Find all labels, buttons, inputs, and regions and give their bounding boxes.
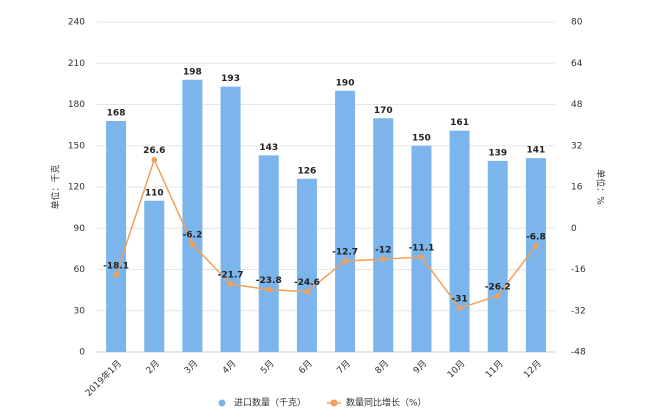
bar-value-label: 161 <box>450 118 469 128</box>
y2-tick-label: 64 <box>571 59 583 69</box>
bar-value-label: 141 <box>527 146 546 156</box>
y2-tick-label: -16 <box>571 265 586 275</box>
legend-marker[interactable] <box>218 399 226 407</box>
line-value-label: -24.6 <box>294 278 320 288</box>
line-point <box>189 241 196 248</box>
y-tick-label: 0 <box>79 348 85 358</box>
bar-value-label: 143 <box>259 143 278 153</box>
bar <box>182 79 203 352</box>
y-tick-label: 30 <box>74 306 86 316</box>
line-value-label: -6.8 <box>526 232 546 242</box>
line-value-label: -18.1 <box>103 261 129 271</box>
bar-value-label: 139 <box>488 148 507 158</box>
bar <box>106 121 127 352</box>
y-tick-label: 120 <box>68 183 85 193</box>
line-value-label: -21.7 <box>218 271 244 281</box>
y-tick-label: 60 <box>74 265 86 275</box>
legend-marker[interactable] <box>330 399 338 407</box>
line-point <box>456 305 463 311</box>
bar <box>487 160 508 352</box>
bar <box>144 200 165 352</box>
line-value-label: -26.2 <box>485 282 511 292</box>
line-value-label: -23.8 <box>256 276 282 286</box>
line-point <box>418 254 425 260</box>
bar-value-label: 193 <box>221 74 240 84</box>
line-point <box>533 242 539 249</box>
y-axis-title: 单位：千克 <box>50 164 62 209</box>
y2-tick-label: -32 <box>571 306 586 316</box>
line-point <box>494 292 501 299</box>
line-value-label: -6.2 <box>183 231 203 241</box>
line-point <box>227 281 234 287</box>
y2-tick-label: 80 <box>571 18 583 28</box>
bar-value-label: 110 <box>145 188 164 198</box>
bar <box>373 118 394 352</box>
line-point <box>380 256 387 262</box>
bar-value-label: 126 <box>298 166 317 176</box>
legend-label[interactable]: 数量同比增长（%） <box>346 397 427 409</box>
legend-label[interactable]: 进口数量（千克） <box>234 397 306 409</box>
bar <box>449 130 470 352</box>
line-value-label: 26.6 <box>143 146 165 156</box>
y-tick-label: 150 <box>68 141 85 151</box>
line-point <box>265 286 272 293</box>
y-tick-label: 180 <box>68 100 85 110</box>
bar <box>525 158 546 352</box>
bar-value-label: 168 <box>107 109 126 119</box>
bar-value-label: 150 <box>412 133 431 143</box>
bar-value-label: 198 <box>183 67 202 77</box>
y-tick-label: 240 <box>68 18 85 28</box>
bar <box>335 90 356 352</box>
line-point <box>113 272 119 278</box>
y-tick-label: 210 <box>68 59 85 69</box>
bar <box>296 178 317 352</box>
bar-value-label: 170 <box>374 106 393 116</box>
bar <box>411 145 432 352</box>
y2-tick-label: -48 <box>571 348 586 358</box>
line-point <box>304 288 310 295</box>
bar-value-label: 190 <box>336 78 355 88</box>
y2-axis-title: 单位：% <box>595 169 607 205</box>
bar <box>258 155 279 352</box>
line-value-label: -11.1 <box>408 243 434 253</box>
y2-tick-label: 0 <box>571 224 577 234</box>
y2-tick-label: 48 <box>571 100 583 110</box>
line-value-label: -31 <box>451 295 467 305</box>
y2-tick-label: 32 <box>571 141 582 151</box>
y-tick-label: 90 <box>74 224 86 234</box>
y2-tick-label: 16 <box>571 183 583 193</box>
line <box>115 157 537 310</box>
bar <box>220 86 241 352</box>
line-value-label: -12.7 <box>332 247 358 257</box>
line-value-label: -12 <box>375 246 391 256</box>
line-point <box>342 258 348 264</box>
line-point <box>151 156 158 163</box>
